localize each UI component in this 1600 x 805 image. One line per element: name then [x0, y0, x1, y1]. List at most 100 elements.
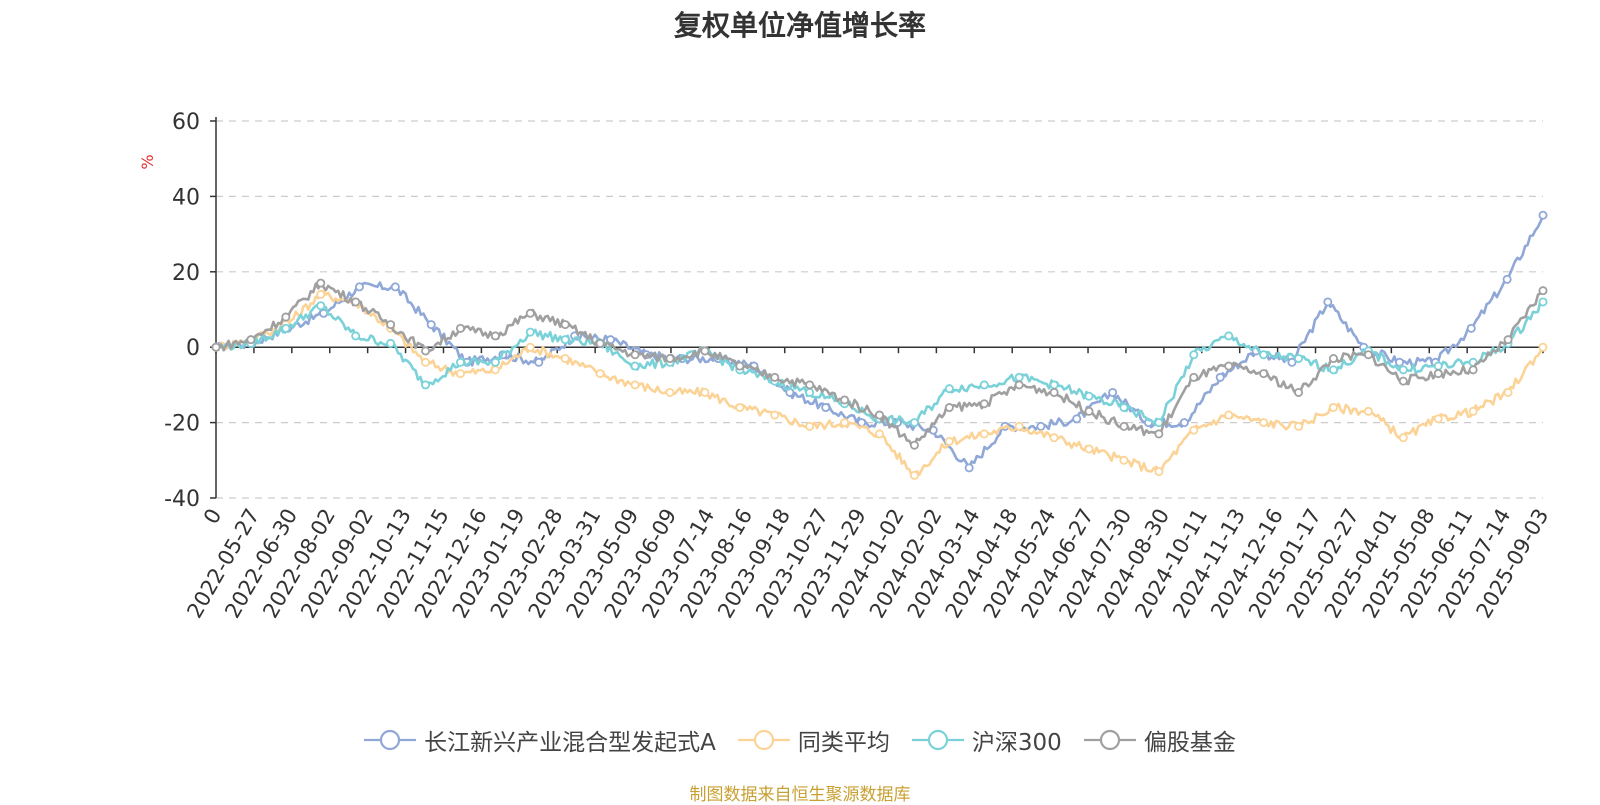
data-point [386, 320, 396, 330]
data-point [390, 282, 400, 292]
data-point [595, 338, 605, 348]
data-point [1538, 286, 1548, 296]
data-point [455, 323, 465, 333]
data-point [1259, 369, 1269, 379]
data-point [805, 387, 815, 397]
data-point [595, 369, 605, 379]
data-point [1395, 357, 1405, 367]
data-point [1468, 365, 1478, 375]
data-point [525, 342, 535, 352]
data-point [281, 312, 291, 322]
data-point [700, 346, 710, 356]
data-point [1538, 342, 1548, 352]
legend-item[interactable]: 偏股基金 [1083, 723, 1236, 757]
y-tick-label: -40 [164, 487, 200, 512]
data-point [1363, 350, 1373, 360]
data-point [964, 463, 974, 473]
data-point [354, 282, 364, 292]
data-point [426, 320, 436, 330]
data-point [1398, 376, 1408, 386]
data-point [1294, 421, 1304, 431]
data-point [1189, 350, 1199, 360]
data-point [525, 308, 535, 318]
data-point [1502, 274, 1512, 284]
legend-label: 长江新兴产业混合型发起式A [424, 730, 716, 756]
data-point [316, 289, 326, 299]
y-tick-label: 20 [172, 261, 200, 286]
data-point [979, 380, 989, 390]
y-tick-label: 60 [172, 110, 200, 135]
data-point [944, 384, 954, 394]
legend-item[interactable]: 长江新兴产业混合型发起式A [364, 723, 716, 757]
data-point [700, 387, 710, 397]
data-point [875, 429, 885, 439]
legend: 长江新兴产业混合型发起式A 同类平均 沪深300 偏股基金 [0, 720, 1600, 760]
data-point [1466, 323, 1476, 333]
y-tick-label: 0 [186, 336, 200, 361]
data-point [1433, 369, 1443, 379]
data-point [1189, 372, 1199, 382]
data-point [455, 357, 465, 367]
y-tick-label: 40 [172, 185, 200, 210]
data-point [1049, 433, 1059, 443]
data-point [1108, 387, 1118, 397]
data-point [1072, 414, 1082, 424]
legend-item[interactable]: 沪深300 [911, 723, 1062, 757]
data-point [1259, 350, 1269, 360]
data-point [1433, 414, 1443, 424]
data-point [1215, 372, 1225, 382]
data-point [821, 403, 831, 413]
y-axis-label: % [138, 154, 157, 169]
series-layer [211, 210, 1548, 480]
data-point [211, 342, 221, 352]
data-point [421, 380, 431, 390]
legend-swatch-icon [1083, 729, 1136, 751]
legend-label: 同类平均 [797, 730, 890, 756]
data-point [630, 350, 640, 360]
data-point [1154, 418, 1164, 428]
legend-label: 沪深300 [971, 730, 1062, 756]
legend-swatch-icon [364, 729, 417, 751]
data-point [735, 361, 745, 371]
data-point [805, 380, 815, 390]
data-point [1014, 380, 1024, 390]
data-point [490, 331, 500, 341]
data-point [1433, 361, 1443, 371]
data-point [316, 301, 326, 311]
data-point [770, 410, 780, 420]
legend-swatch-icon [737, 729, 790, 751]
source-note: 制图数据来自恒生聚源数据库 [689, 785, 911, 805]
data-point [316, 278, 326, 288]
data-point [909, 470, 919, 480]
legend-item[interactable]: 同类平均 [737, 723, 890, 757]
data-point [560, 354, 570, 364]
data-point [1503, 387, 1513, 397]
data-point [1119, 403, 1129, 413]
data-point [1294, 387, 1304, 397]
series-line [215, 299, 1544, 426]
data-point [351, 331, 361, 341]
data-point [1154, 429, 1164, 439]
data-point [386, 338, 396, 348]
chart-title: 复权单位净值增长率 [673, 9, 926, 42]
data-point [875, 410, 885, 420]
legend-label: 偏股基金 [1143, 730, 1236, 756]
data-point [1179, 418, 1189, 428]
data-point [525, 327, 535, 337]
data-point [534, 357, 544, 367]
y-tick-label: -20 [164, 412, 200, 437]
data-point [944, 403, 954, 413]
data-point [840, 418, 850, 428]
data-point [1287, 357, 1297, 367]
data-point [1224, 410, 1234, 420]
data-point [979, 429, 989, 439]
data-point [1036, 421, 1046, 431]
data-point [1014, 421, 1024, 431]
data-point [1049, 387, 1059, 397]
data-point [1224, 331, 1234, 341]
data-point [1084, 391, 1094, 401]
data-point [665, 387, 675, 397]
data-point [246, 335, 256, 345]
data-point [1468, 406, 1478, 416]
